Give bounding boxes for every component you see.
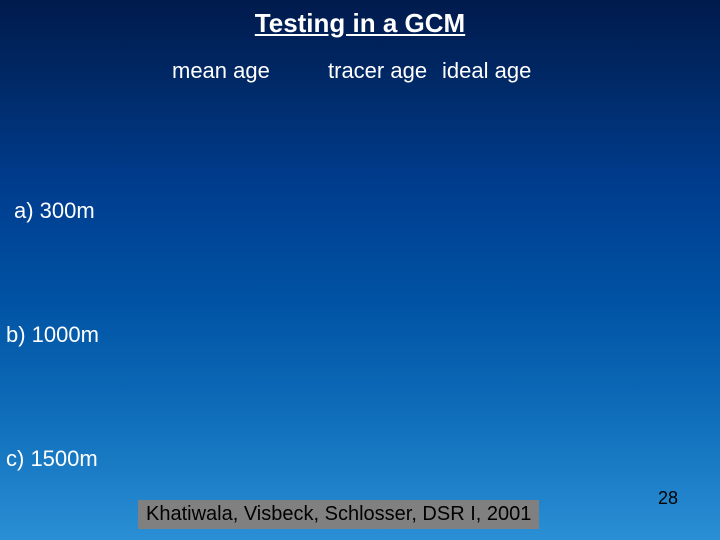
row-label-c: c) 1500m — [6, 446, 98, 472]
column-header-ideal-age: ideal age — [442, 58, 531, 84]
row-label-a: a) 300m — [14, 198, 95, 224]
column-header-tracer-age: tracer age — [328, 58, 427, 84]
row-label-b: b) 1000m — [6, 322, 99, 348]
citation: Khatiwala, Visbeck, Schlosser, DSR I, 20… — [138, 500, 539, 529]
slide-title: Testing in a GCM — [0, 8, 720, 39]
page-number: 28 — [658, 488, 678, 509]
slide: Testing in a GCM mean age tracer age ide… — [0, 0, 720, 540]
column-header-mean-age: mean age — [172, 58, 270, 84]
